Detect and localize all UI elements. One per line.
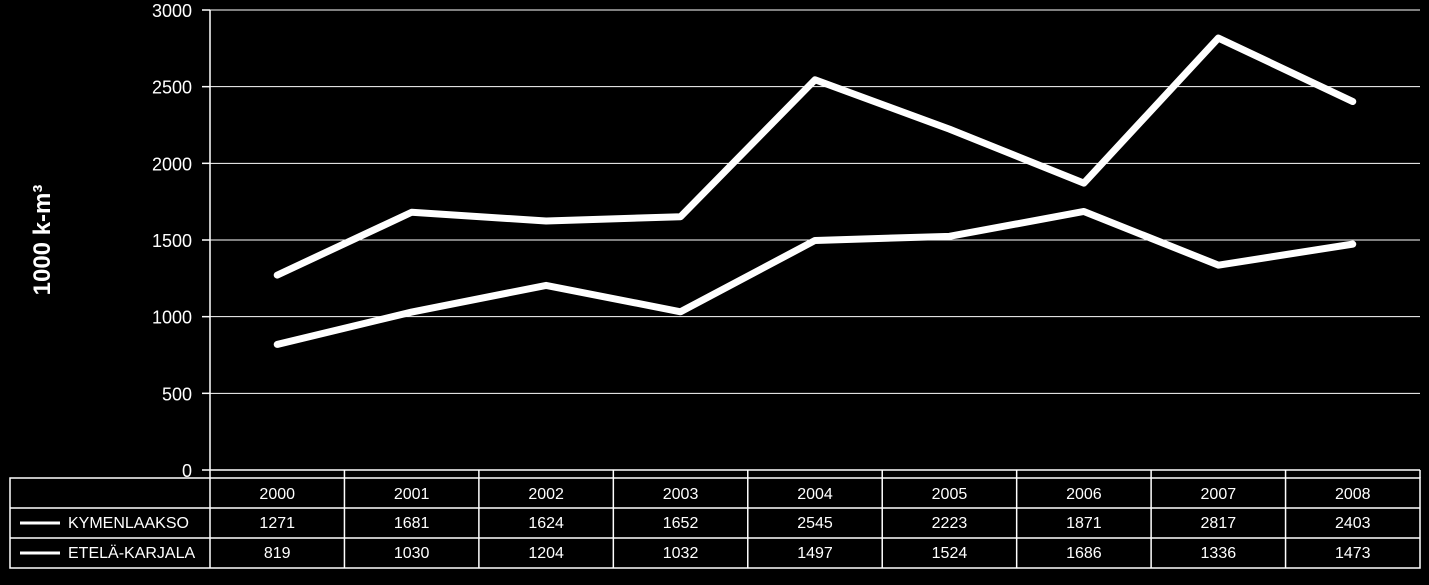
table-cell: 1336 — [1201, 545, 1237, 562]
table-cell: 1871 — [1066, 515, 1102, 532]
legend-label: ETELÄ-KARJALA — [68, 544, 195, 562]
table-cell: 1032 — [663, 545, 699, 562]
y-tick-label: 2000 — [152, 154, 192, 174]
table-cell: 1030 — [394, 545, 430, 562]
table-cell: 1204 — [528, 545, 564, 562]
x-category-label: 2003 — [663, 486, 699, 503]
x-category-label: 2001 — [394, 486, 430, 503]
x-category-label: 2005 — [932, 486, 968, 503]
table-cell: 2545 — [797, 515, 833, 532]
table-cell: 1271 — [259, 515, 295, 532]
x-category-label: 2002 — [528, 486, 564, 503]
table-cell: 1624 — [528, 515, 564, 532]
y-tick-label: 500 — [162, 384, 192, 404]
x-category-label: 2008 — [1335, 486, 1371, 503]
x-category-label: 2007 — [1201, 486, 1237, 503]
y-tick-label: 1500 — [152, 231, 192, 251]
table-cell: 819 — [264, 545, 291, 562]
table-cell: 1497 — [797, 545, 833, 562]
table-cell: 1524 — [932, 545, 968, 562]
x-category-label: 2006 — [1066, 486, 1102, 503]
y-tick-label: 2500 — [152, 78, 192, 98]
table-cell: 2403 — [1335, 515, 1371, 532]
table-cell: 1681 — [394, 515, 430, 532]
x-category-label: 2000 — [259, 486, 295, 503]
table-cell: 1652 — [663, 515, 699, 532]
y-tick-label: 1000 — [152, 308, 192, 328]
table-cell: 1686 — [1066, 545, 1102, 562]
table-cell: 2223 — [932, 515, 968, 532]
y-tick-label: 3000 — [152, 1, 192, 21]
y-axis-label: 1000 k-m³ — [29, 185, 56, 296]
table-cell: 2817 — [1201, 515, 1237, 532]
x-category-label: 2004 — [797, 486, 833, 503]
legend-label: KYMENLAAKSO — [68, 515, 189, 532]
table-cell: 1473 — [1335, 545, 1371, 562]
line-chart: 0500100015002000250030001000 k-m³2000200… — [0, 0, 1429, 585]
chart-container: 0500100015002000250030001000 k-m³2000200… — [0, 0, 1429, 585]
